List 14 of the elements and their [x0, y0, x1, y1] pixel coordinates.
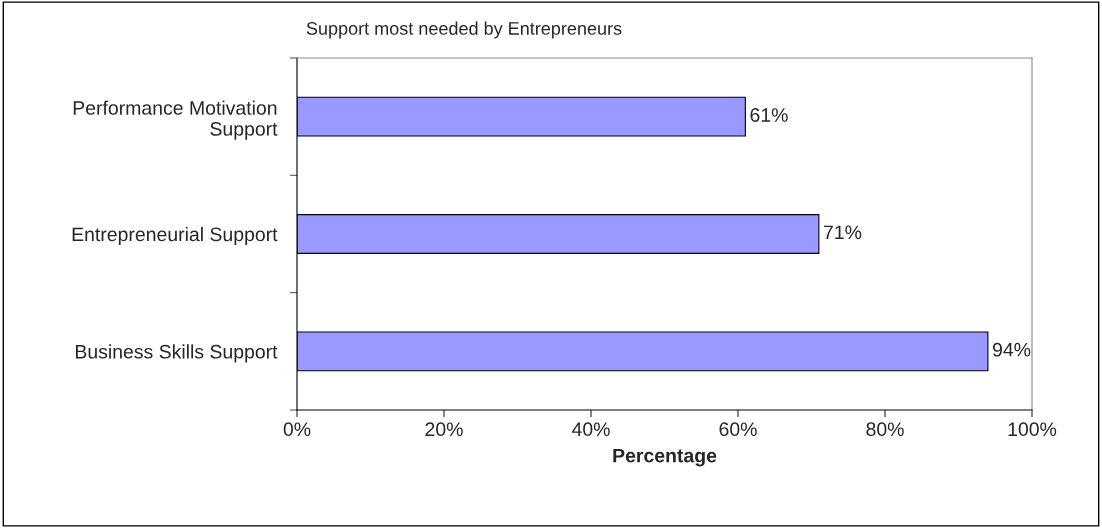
y-tick-label: Business Skills Support [75, 344, 278, 363]
data-label: 94% [992, 342, 1031, 357]
x-tick-label: 80% [866, 422, 904, 437]
data-label: 61% [750, 108, 788, 122]
y-tick-label: Performance Motivation Support [73, 100, 278, 140]
x-tick-label: 20% [425, 422, 463, 437]
x-axis-title: Percentage [613, 448, 717, 467]
x-tick-label: 0% [283, 422, 311, 437]
x-tick-label: 100% [1008, 422, 1057, 437]
x-tick-label: 60% [719, 422, 757, 437]
chart-title: Support most needed by Entrepreneurs [306, 21, 622, 39]
data-label: 71% [824, 225, 862, 240]
x-tick-label: 40% [571, 422, 610, 437]
y-tick-label: Entrepreneurial Support [72, 226, 278, 246]
